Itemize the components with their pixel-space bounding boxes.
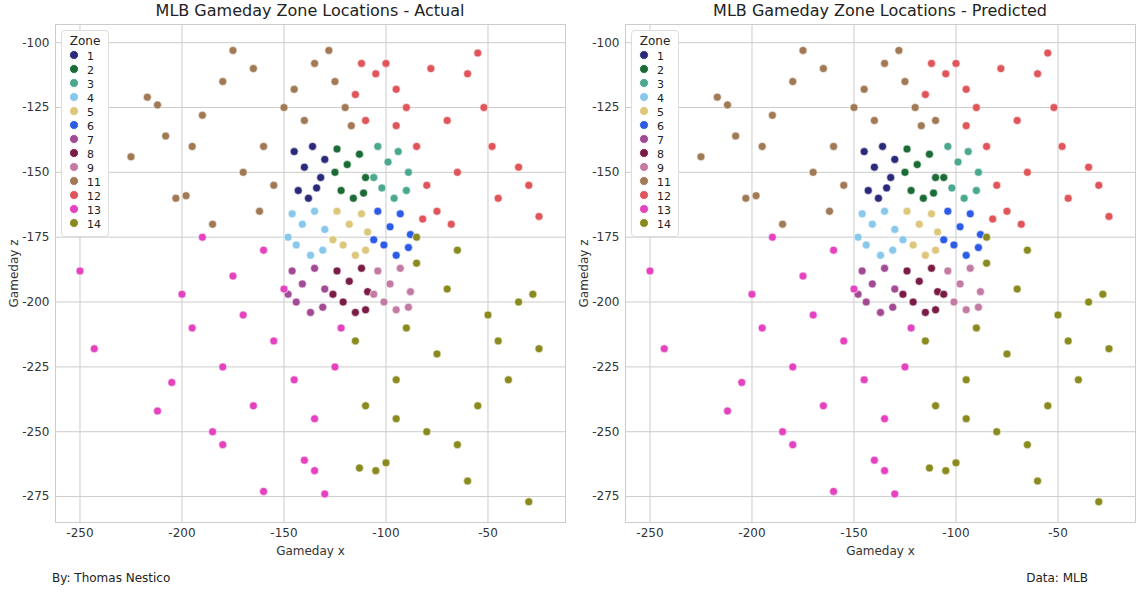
html-text:1: 1 — [87, 50, 94, 63]
svg-text:-100: -100 — [22, 35, 49, 49]
html-text:6: 6 — [657, 120, 664, 133]
svg-text:-225: -225 — [22, 360, 49, 374]
svg-text:-200: -200 — [22, 295, 49, 309]
svg-text:-175: -175 — [592, 230, 619, 244]
html-text:3: 3 — [657, 78, 664, 91]
svg-text:-200: -200 — [738, 526, 765, 540]
svg-text:Gameday z: Gameday z — [577, 240, 591, 308]
svg-text:-150: -150 — [270, 526, 297, 540]
svg-text:-50: -50 — [478, 526, 498, 540]
svg-text:-50: -50 — [1048, 526, 1068, 540]
html-text:14: 14 — [87, 218, 101, 231]
svg-text:-250: -250 — [22, 425, 49, 439]
html-text:5: 5 — [87, 106, 94, 119]
html-text:Zone: Zone — [69, 34, 101, 48]
html-text:By: Thomas Nestico: By: Thomas Nestico — [52, 571, 171, 585]
html-text:7: 7 — [87, 134, 94, 147]
html-text:MLB Gameday Zone Locations - A: MLB Gameday Zone Locations - Actual — [155, 1, 465, 20]
html-text:5: 5 — [657, 106, 664, 119]
html-text:11: 11 — [87, 176, 101, 189]
html-text:13: 13 — [657, 204, 671, 217]
html-text:9: 9 — [657, 162, 664, 175]
html-text:3: 3 — [87, 78, 94, 91]
html-text:8: 8 — [657, 148, 664, 161]
svg-text:-250: -250 — [636, 526, 663, 540]
svg-text:-275: -275 — [22, 489, 49, 503]
svg-text:-250: -250 — [592, 425, 619, 439]
svg-text:-150: -150 — [592, 165, 619, 179]
svg-text:-150: -150 — [22, 165, 49, 179]
svg-text:Gameday z: Gameday z — [7, 240, 21, 308]
html-text:7: 7 — [657, 134, 664, 147]
html-text:11: 11 — [657, 176, 671, 189]
svg-text:-150: -150 — [840, 526, 867, 540]
svg-text:-100: -100 — [372, 526, 399, 540]
svg-text:-200: -200 — [168, 526, 195, 540]
svg-text:-200: -200 — [592, 295, 619, 309]
svg-text:-100: -100 — [942, 526, 969, 540]
svg-text:Gameday x: Gameday x — [846, 544, 915, 558]
html-text:4: 4 — [87, 92, 94, 105]
svg-text:-225: -225 — [592, 360, 619, 374]
html-text:4: 4 — [657, 92, 664, 105]
html-text:12: 12 — [87, 190, 101, 203]
html-text:Data: MLB: Data: MLB — [1026, 571, 1088, 585]
svg-text:-275: -275 — [592, 489, 619, 503]
html-text:6: 6 — [87, 120, 94, 133]
html-text:13: 13 — [87, 204, 101, 217]
html-text:2: 2 — [657, 64, 664, 77]
svg-text:-250: -250 — [66, 526, 93, 540]
html-text:1: 1 — [657, 50, 664, 63]
svg-text:-100: -100 — [592, 35, 619, 49]
html-text:MLB Gameday Zone Locations - P: MLB Gameday Zone Locations - Predicted — [713, 1, 1047, 20]
html-text:12: 12 — [657, 190, 671, 203]
svg-text:-125: -125 — [592, 100, 619, 114]
html-text:2: 2 — [87, 64, 94, 77]
html-text:8: 8 — [87, 148, 94, 161]
html-text:Zone: Zone — [639, 34, 671, 48]
svg-text:-175: -175 — [22, 230, 49, 244]
svg-text:-125: -125 — [22, 100, 49, 114]
svg-text:Gameday x: Gameday x — [276, 544, 345, 558]
html-text:14: 14 — [657, 218, 671, 231]
html-text:9: 9 — [87, 162, 94, 175]
